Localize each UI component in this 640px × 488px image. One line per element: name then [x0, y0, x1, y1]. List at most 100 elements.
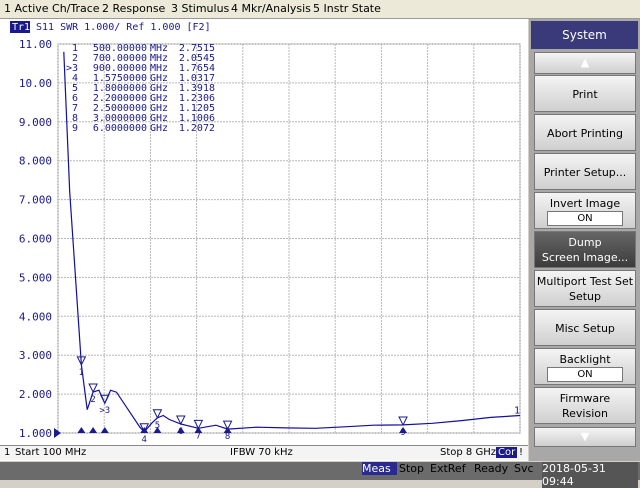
marker-value: 1.3918 — [179, 83, 215, 94]
softkey[interactable]: Dump Screen Image... — [534, 231, 636, 268]
menu-item[interactable]: 1 Active Ch/Trace — [4, 2, 100, 15]
marker-stimulus — [77, 427, 86, 433]
marker-value: 1.7654 — [179, 63, 215, 74]
start: Start 100 MHz — [15, 447, 87, 458]
softkey-label: Screen Image... — [541, 251, 629, 264]
softkey-label: Firmware — [559, 392, 611, 405]
y-tick-label: 5.000 — [19, 271, 52, 284]
softkey-state: ON — [547, 211, 623, 226]
menu-item[interactable]: 4 Mkr/Analysis — [231, 2, 311, 15]
marker-stimulus — [89, 427, 98, 433]
marker-stimulus — [153, 427, 162, 433]
menu-item[interactable]: 5 Instr State — [313, 2, 381, 15]
trace-header: S11 SWR 1.000/ Ref 1.000 [F2] — [36, 22, 211, 33]
status-item: Svc — [514, 462, 534, 475]
marker-stimulus — [399, 427, 408, 433]
marker — [88, 383, 98, 394]
marker-number: 2 — [90, 395, 95, 405]
softkey[interactable]: Misc Setup — [534, 309, 636, 346]
marker-value: 1.2306 — [179, 93, 215, 104]
marker-number: 5 — [155, 421, 160, 431]
marker-value: 1.1006 — [179, 113, 215, 124]
marker-frequency: 2.2000000 — [93, 93, 147, 104]
y-tick-label: 8.000 — [19, 155, 52, 168]
marker-label: 5 — [72, 83, 78, 94]
ref-marker — [54, 428, 61, 438]
marker-label: 2 — [72, 53, 78, 64]
channel: 1 — [4, 447, 11, 458]
marker — [222, 420, 233, 431]
menu-item[interactable]: 2 Response — [102, 2, 166, 15]
softkey[interactable]: Backlight ON — [534, 348, 636, 385]
marker — [139, 423, 150, 433]
y-tick-label: 10.00 — [19, 77, 52, 90]
y-tick-label: 9.000 — [19, 116, 52, 129]
status-item: ExtRef — [430, 462, 466, 475]
marker-stimulus — [194, 427, 203, 433]
marker-frequency: 3.0000000 — [93, 113, 147, 124]
softkey[interactable]: Firmware Revision — [534, 387, 636, 424]
marker-unit: GHz — [150, 73, 168, 84]
marker-frequency: 700.00000 — [93, 53, 147, 64]
marker — [76, 356, 87, 366]
y-tick-label: 2.000 — [19, 388, 52, 401]
marker-value: 1.0317 — [179, 73, 215, 84]
chart: Tr1 S11 SWR 1.000/ Ref 1.000 [F2] 11.00 1… — [10, 21, 521, 445]
y-tick-label: 3.000 — [19, 349, 52, 362]
marker-number: 4 — [142, 435, 147, 445]
marker-unit: MHz — [150, 53, 168, 64]
marker-label: 6 — [72, 93, 78, 104]
marker-unit: MHz — [150, 63, 168, 74]
y-tick-label: 6.000 — [19, 233, 52, 246]
marker-value: 1.2072 — [179, 123, 215, 134]
marker-label: 4 — [72, 73, 78, 84]
marker-label: 9 — [72, 123, 78, 134]
marker-number: 7 — [196, 431, 201, 441]
marker-unit: GHz — [150, 83, 168, 94]
cor: Cor — [496, 447, 518, 458]
softkey[interactable]: Multiport Test Set Setup — [534, 270, 636, 307]
marker-label: 7 — [72, 103, 78, 114]
scroll-up[interactable]: ▲ — [534, 52, 636, 74]
softkey-label: Invert Image — [549, 197, 621, 210]
softkey[interactable]: Invert Image ON — [534, 192, 636, 229]
marker-stimulus — [223, 427, 232, 433]
status-item: Stop — [399, 462, 425, 475]
marker-value: 1.1205 — [179, 103, 215, 114]
status-item: Ready — [474, 462, 509, 475]
display-area: Tr1 S11 SWR 1.000/ Ref 1.000 [F2] 11.00 1… — [0, 19, 528, 461]
marker — [176, 415, 186, 426]
ifbw: IFBW 70 kHz — [230, 447, 293, 458]
flag: ! — [519, 447, 524, 458]
y-tick-label: 1.000 — [19, 427, 52, 440]
softkey-label: Printer Setup... — [543, 166, 627, 179]
marker-label: 1 — [72, 43, 78, 54]
trace-end-label: 1 — [514, 405, 520, 416]
marker-frequency: 6.0000000 — [93, 123, 147, 134]
marker-unit: GHz — [150, 113, 168, 124]
marker-frequency: 500.00000 — [93, 43, 147, 54]
softkey-state: ON — [547, 367, 623, 382]
marker-frequency: 1.5750000 — [93, 73, 147, 84]
marker-value: 2.7515 — [179, 43, 215, 54]
softkey-label: Multiport Test Set — [536, 275, 634, 288]
marker — [99, 394, 110, 405]
softkey-title: System — [531, 21, 638, 49]
status-bar: Meas Stop ExtRef Ready Svc 2018-05-31 09:44 — [0, 462, 640, 488]
softkey-label: Dump — [568, 236, 602, 249]
status-item: Meas — [362, 462, 397, 475]
marker-value: 2.0545 — [179, 53, 215, 64]
marker-number: 1 — [79, 368, 84, 378]
softkey-panel: System ▲ ▼ Print Abort Printing Printer Se… — [529, 19, 640, 461]
softkey[interactable]: Printer Setup... — [534, 153, 636, 190]
menu-item[interactable]: 3 Stimulus — [171, 2, 230, 15]
trace-tag — [10, 21, 30, 33]
scroll-down[interactable]: ▼ — [534, 427, 636, 447]
softkey-label: Revision — [562, 407, 608, 420]
marker-stimulus — [140, 427, 149, 433]
marker-number: >3 — [99, 406, 110, 416]
marker-unit: GHz — [150, 103, 168, 114]
marker-frequency: 900.00000 — [93, 63, 147, 74]
softkey[interactable]: Print — [534, 75, 636, 112]
softkey[interactable]: Abort Printing — [534, 114, 636, 151]
